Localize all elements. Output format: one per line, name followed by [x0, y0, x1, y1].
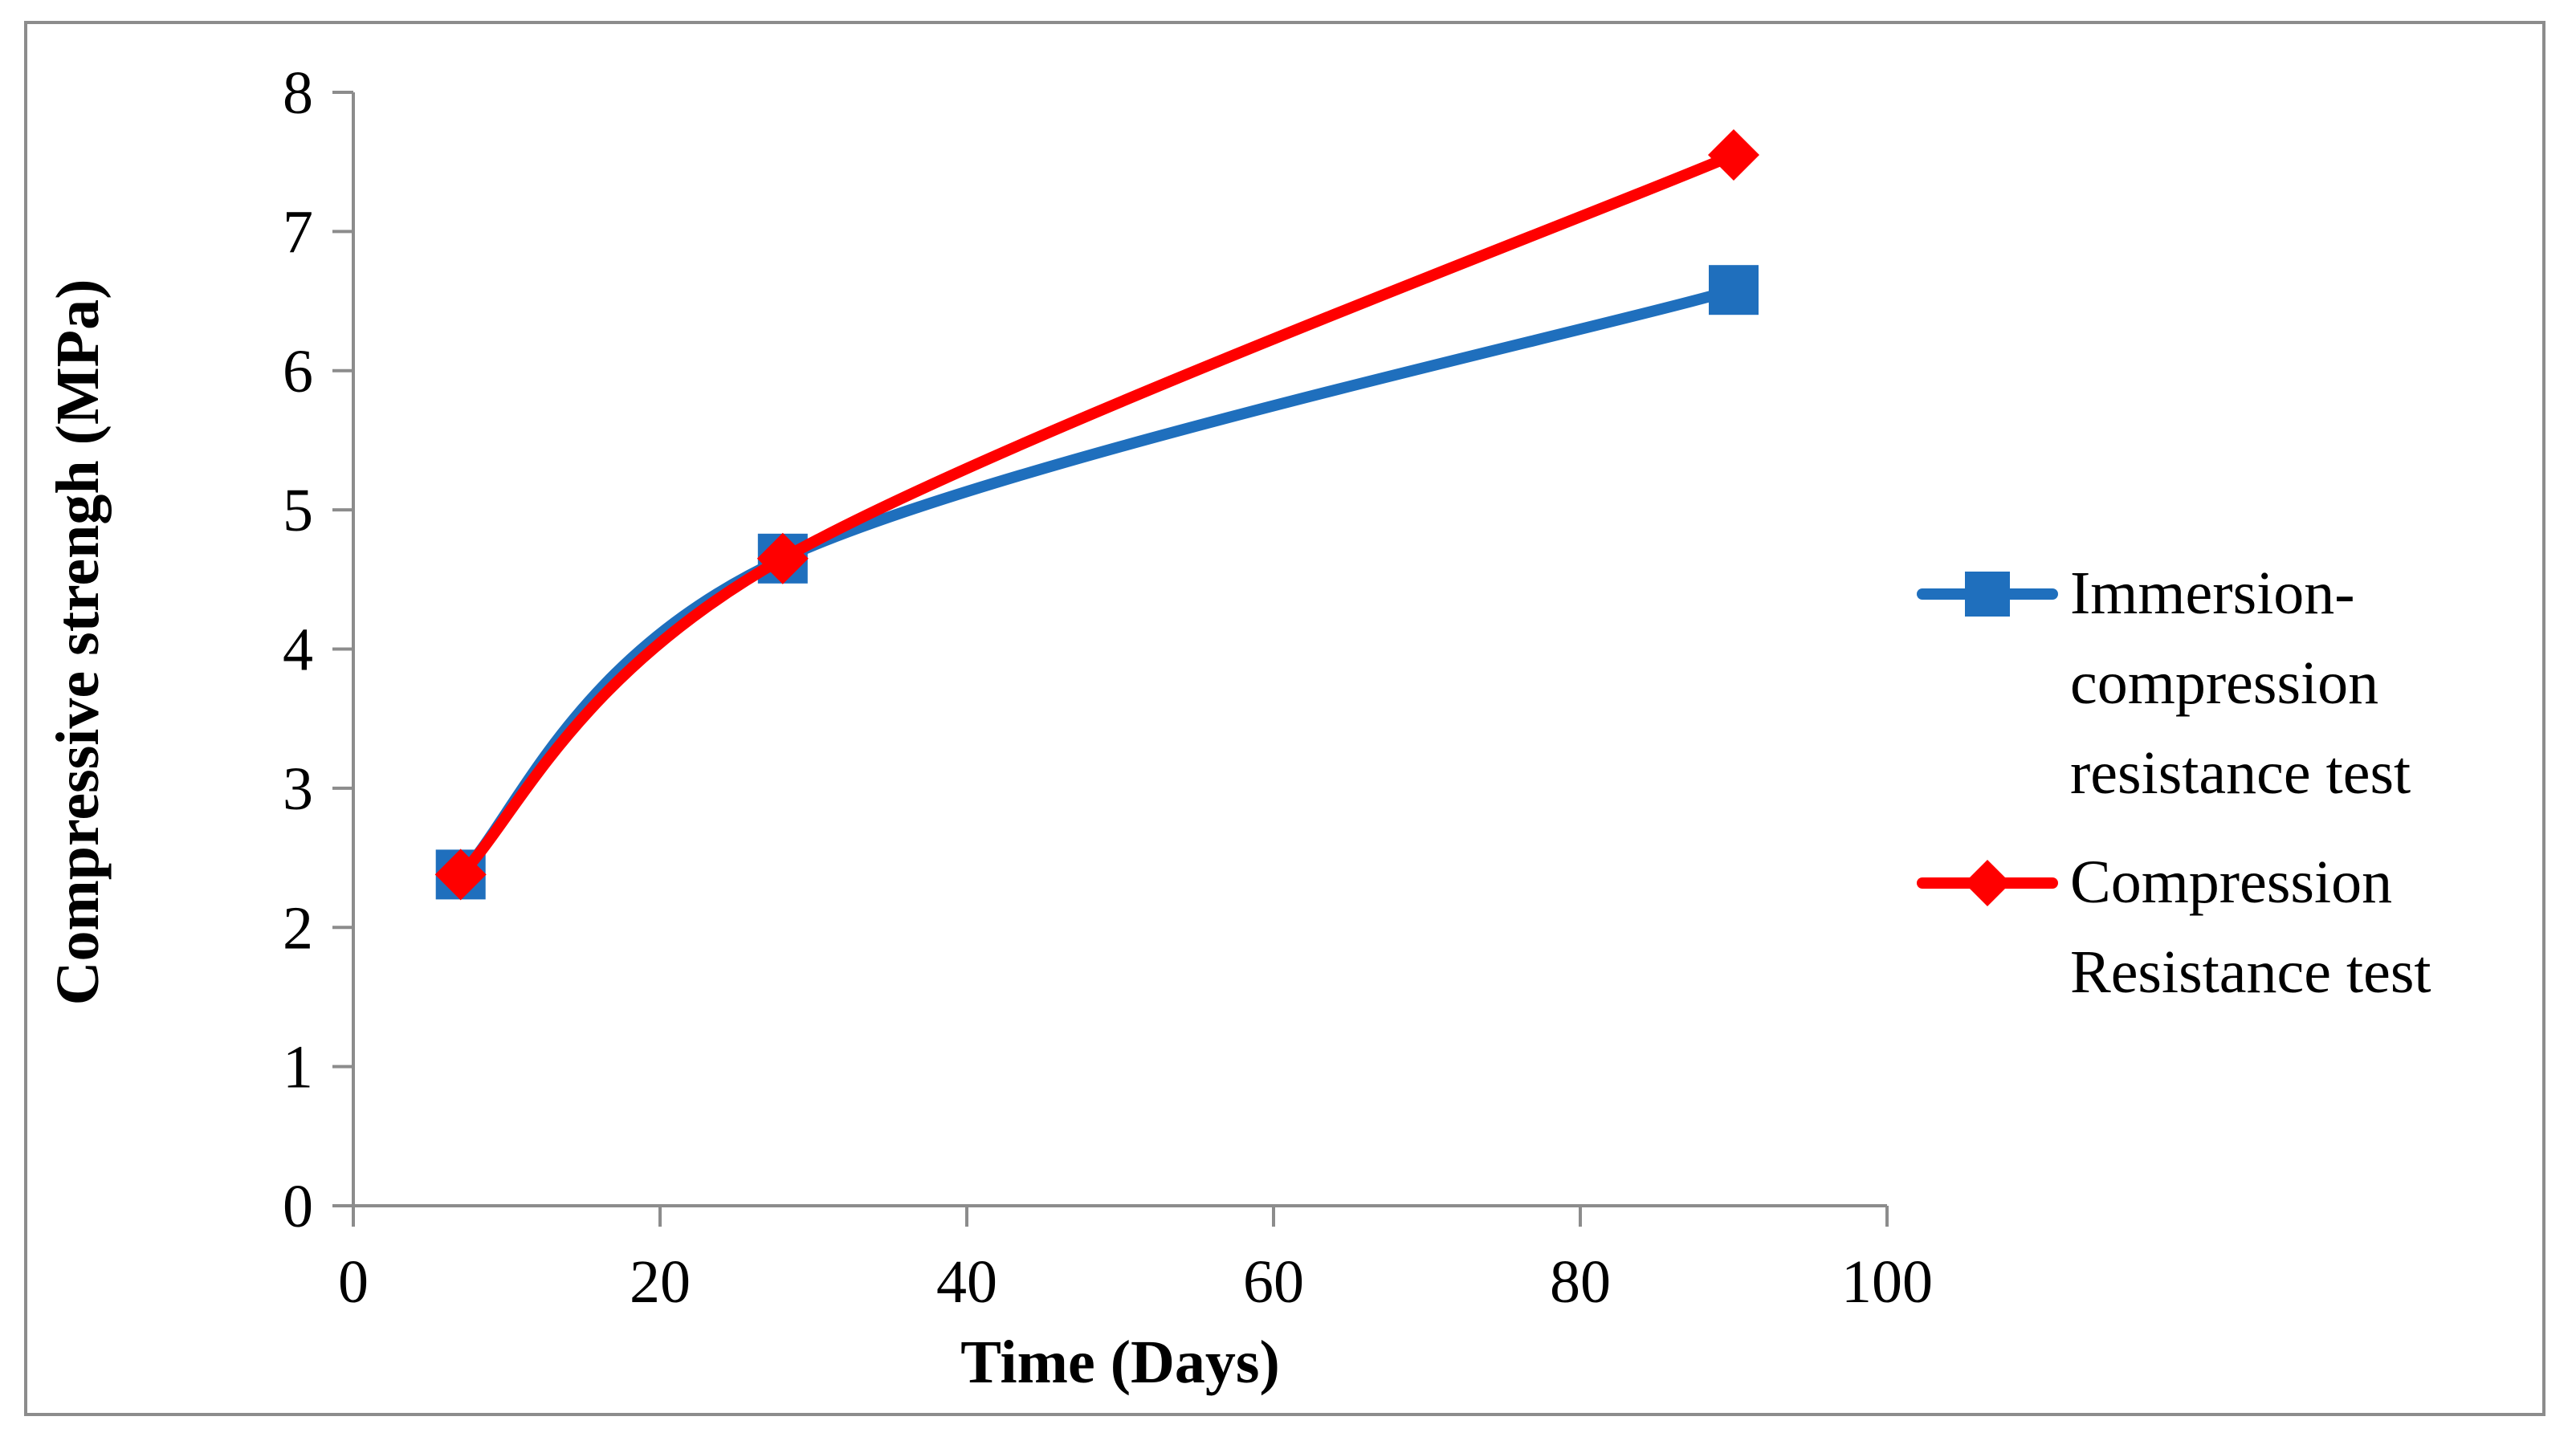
y-tick-label-2: 2	[283, 894, 313, 962]
legend-label-1: Immersion-compression resistance test	[2070, 560, 2411, 807]
y-tick-label-4: 4	[283, 617, 313, 684]
series-2-point-7	[434, 849, 487, 901]
y-tick-label-0: 0	[283, 1173, 313, 1240]
x-axis-title: Time (Days)	[960, 1329, 1280, 1396]
y-axis-title: Compressive strengh (MPa)	[44, 279, 112, 1006]
x-tick-label-80: 80	[1550, 1248, 1611, 1316]
legend-item-2: Compression Resistance test	[1917, 849, 2431, 1006]
axes	[352, 92, 1887, 1207]
chart-frame	[24, 21, 2545, 1416]
x-tick-label-60: 60	[1243, 1248, 1304, 1316]
series-2-point-28	[756, 532, 809, 584]
series-1-point-90	[1709, 265, 1759, 315]
y-tick-label-8: 8	[283, 59, 313, 127]
legend: Immersion-compression resistance test Comp…	[1917, 560, 2431, 1006]
series-1	[435, 265, 1759, 900]
y-tick-label-3: 3	[283, 755, 313, 823]
legend-label-1-line-1: Immersion-	[2070, 560, 2355, 627]
x-tick-label-40: 40	[936, 1248, 997, 1316]
legend-item-1: Immersion-compression resistance test	[1917, 560, 2411, 807]
series-2-point-90	[1708, 129, 1759, 181]
legend-label-1-line-3: resistance test	[2070, 739, 2411, 807]
series-layer	[434, 129, 1759, 901]
legend-marker-1	[1965, 572, 2010, 617]
legend-label-2: Compression Resistance test	[2070, 849, 2431, 1006]
x-tick-label-100: 100	[1841, 1248, 1933, 1316]
x-tick-label-0: 0	[338, 1248, 369, 1316]
y-tick-label-7: 7	[283, 198, 313, 266]
x-tick-label-20: 20	[630, 1248, 691, 1316]
series-2	[434, 129, 1759, 901]
y-tick-label-1: 1	[283, 1034, 313, 1101]
legend-label-2-line-2: Resistance test	[2070, 938, 2431, 1006]
legend-label-2-line-1: Compression	[2070, 849, 2392, 916]
series-1-line	[454, 284, 1739, 881]
series-2-line	[454, 149, 1739, 881]
legend-label-1-line-2: compression	[2070, 649, 2378, 717]
legend-marker-2	[1964, 860, 2011, 906]
y-tick-label-6: 6	[283, 338, 313, 405]
y-tick-label-5: 5	[283, 477, 313, 544]
